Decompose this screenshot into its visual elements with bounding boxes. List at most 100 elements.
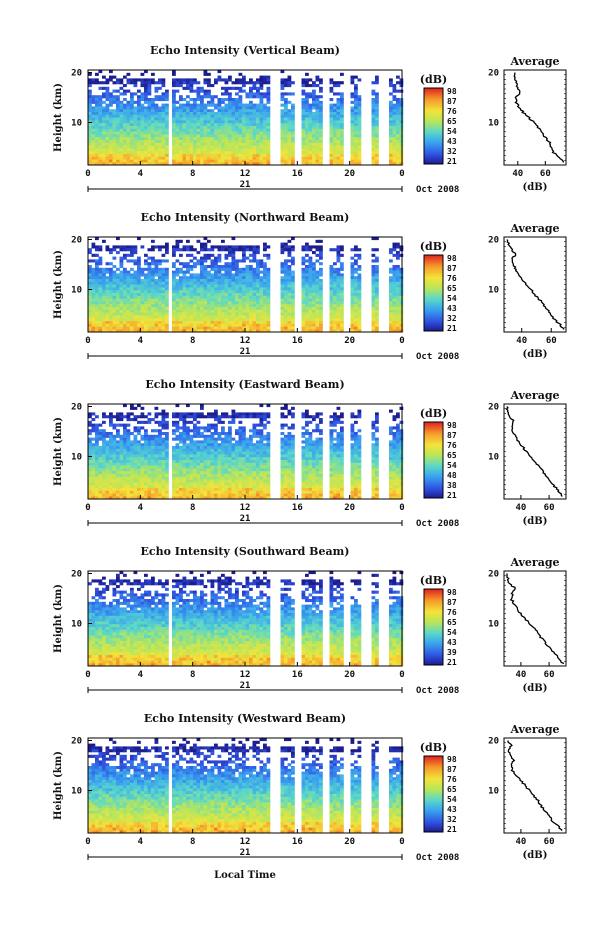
- heatmap-cell: [399, 109, 404, 113]
- heatmap-cell: [179, 159, 183, 163]
- heatmap-cell: [357, 154, 362, 158]
- heatmap-cell: [329, 142, 334, 146]
- heatmap-cell: [245, 276, 250, 280]
- heatmap-cell: [158, 137, 162, 141]
- heatmap-cell: [186, 148, 190, 152]
- heatmap-cell: [287, 284, 292, 288]
- heatmap-cell: [158, 323, 162, 327]
- heatmap-cell: [158, 321, 162, 325]
- heatmap-cell: [203, 284, 208, 288]
- heatmap-cell: [329, 304, 334, 308]
- heatmap-cell: [224, 287, 229, 291]
- heatmap-cell: [305, 259, 309, 263]
- heatmap-cell: [95, 443, 99, 447]
- heatmap-cell: [144, 323, 148, 327]
- heatmap-cell: [280, 329, 285, 333]
- heatmap-cell: [161, 103, 166, 107]
- heatmap-cell: [291, 293, 295, 297]
- heatmap-cell: [340, 109, 344, 113]
- heatmap-cell: [196, 295, 201, 299]
- heatmap-cell: [280, 70, 285, 74]
- heatmap-cell: [203, 134, 208, 138]
- heatmap-cell: [238, 434, 243, 438]
- heatmap-cell: [396, 279, 400, 283]
- heatmap-cell: [224, 156, 229, 160]
- heatmap-cell: [350, 151, 355, 155]
- heatmap-cell: [235, 92, 239, 96]
- heatmap-cell: [235, 137, 239, 141]
- heatmap-cell: [182, 434, 187, 438]
- heatmap-cell: [137, 298, 141, 302]
- heatmap-cell: [203, 307, 208, 311]
- heatmap-cell: [189, 312, 194, 316]
- colorbar: [423, 254, 444, 332]
- heatmap-cell: [116, 284, 120, 288]
- panel-3: Echo Intensity (Eastward Beam)0 4 8 12 16 20 0…: [53, 378, 567, 529]
- heatmap-cell: [287, 154, 292, 158]
- heatmap-cell: [252, 162, 257, 166]
- heatmap-cell: [315, 154, 320, 158]
- heatmap-cell: [182, 265, 187, 269]
- heatmap-cell: [116, 412, 120, 416]
- heatmap-cell: [140, 103, 145, 107]
- heatmap-cell: [133, 279, 138, 283]
- heatmap-cell: [266, 114, 271, 118]
- heatmap-cell: [371, 423, 376, 427]
- heatmap-cell: [91, 95, 96, 99]
- heatmap-cell: [189, 443, 194, 447]
- heatmap-cell: [280, 145, 285, 149]
- heatmap-cell: [210, 265, 215, 269]
- heatmap-cell: [217, 140, 222, 144]
- heatmap-cell: [396, 145, 400, 149]
- heatmap-cell: [235, 148, 239, 152]
- heatmap-cell: [112, 329, 117, 333]
- heatmap-cell: [200, 242, 204, 246]
- heatmap-cell: [291, 437, 295, 441]
- heatmap-cell: [182, 156, 187, 160]
- heatmap-cell: [119, 134, 124, 138]
- heatmap-cell: [256, 434, 260, 438]
- heatmap-cell: [287, 78, 292, 82]
- heatmap-cell: [147, 309, 152, 313]
- heatmap-cell: [144, 98, 148, 102]
- heatmap-cell: [249, 276, 253, 280]
- heatmap-cell: [151, 279, 155, 283]
- heatmap-cell: [375, 78, 379, 82]
- heatmap-cell: [280, 276, 285, 280]
- heatmap-cell: [175, 259, 180, 263]
- heatmap-cell: [263, 446, 267, 450]
- heatmap-cell: [245, 279, 250, 283]
- heatmap-cell: [165, 95, 169, 99]
- heatmap-cell: [263, 142, 267, 146]
- heatmap-cell: [105, 448, 110, 452]
- heatmap-cell: [154, 123, 159, 127]
- heatmap-cell: [312, 95, 316, 99]
- heatmap-cell: [350, 134, 355, 138]
- heatmap-cell: [161, 114, 166, 118]
- heatmap-cell: [95, 162, 99, 166]
- heatmap-cell: [186, 151, 190, 155]
- heatmap-cell: [140, 159, 145, 163]
- heatmap-cell: [399, 440, 404, 444]
- heatmap-cell: [109, 415, 113, 419]
- heatmap-cell: [312, 159, 316, 163]
- heatmap-cell: [189, 321, 194, 325]
- heatmap-cell: [161, 293, 166, 297]
- heatmap-cell: [375, 92, 379, 96]
- heatmap-cell: [88, 315, 92, 319]
- heatmap-cell: [147, 123, 152, 127]
- average-y-tick-label: 20: [488, 236, 499, 246]
- heatmap-cell: [126, 106, 131, 110]
- heatmap-cell: [109, 273, 113, 277]
- heatmap-cell: [98, 154, 103, 158]
- heatmap-cell: [151, 270, 155, 274]
- heatmap-cell: [158, 446, 162, 450]
- heatmap-cell: [259, 128, 264, 132]
- heatmap-cell: [172, 162, 176, 166]
- heatmap-cell: [98, 326, 103, 330]
- heatmap-cell: [231, 120, 236, 124]
- heatmap-cell: [119, 81, 124, 85]
- heatmap-cell: [88, 420, 92, 424]
- heatmap-cell: [179, 114, 183, 118]
- heatmap-cell: [98, 140, 103, 144]
